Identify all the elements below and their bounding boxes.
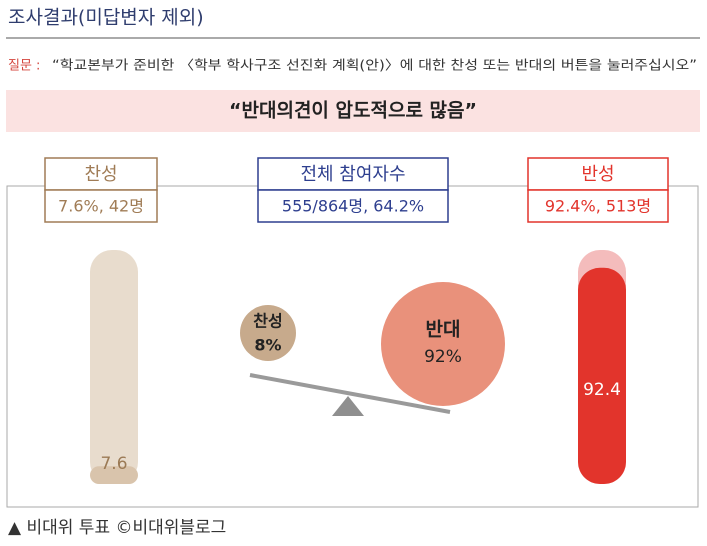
panel-title-box bbox=[527, 157, 669, 191]
panel-title: 찬성 bbox=[84, 164, 117, 185]
panel-value: 7.6%, 42명 bbox=[58, 197, 144, 216]
panel-value-box bbox=[257, 189, 449, 223]
yes-label: 찬성 bbox=[253, 312, 282, 331]
banner-bg bbox=[6, 90, 700, 132]
yes-value: 8% bbox=[254, 336, 281, 355]
no-label: 반대 bbox=[426, 319, 461, 341]
panel-value: 555/864명, 64.2% bbox=[282, 197, 424, 216]
gauge-label: 7.6 bbox=[100, 454, 127, 474]
panel-title: 전체 참여자수 bbox=[300, 164, 405, 185]
panel-value: 92.4%, 513명 bbox=[545, 197, 651, 216]
no-value: 92% bbox=[424, 347, 462, 367]
gauge-label: 92.4 bbox=[583, 380, 621, 400]
no-circle bbox=[381, 282, 505, 406]
panel-title-box bbox=[44, 157, 158, 191]
panel-value-box bbox=[527, 189, 669, 223]
panel-title: 반성 bbox=[581, 164, 614, 185]
question-text: “학교본부가 준비한 〈학부 학사구조 선진화 계획(안)〉에 대한 찬성 또는… bbox=[52, 59, 697, 74]
banner: “반대의견이 압도적으로 많음” bbox=[229, 100, 477, 122]
title: 조사결과(미답변자 제외) bbox=[8, 7, 204, 29]
gauge-fill bbox=[578, 267, 626, 484]
panel-value-box bbox=[44, 189, 158, 223]
footer: ▲ 비대위 투표 ©비대위블로그 bbox=[8, 518, 226, 538]
fulcrum bbox=[332, 396, 364, 416]
gauge-track bbox=[90, 250, 138, 484]
gauge-fill bbox=[90, 466, 138, 484]
yes-circle bbox=[240, 305, 296, 361]
beam bbox=[249, 373, 451, 414]
question-label: 질문 : bbox=[8, 59, 40, 74]
